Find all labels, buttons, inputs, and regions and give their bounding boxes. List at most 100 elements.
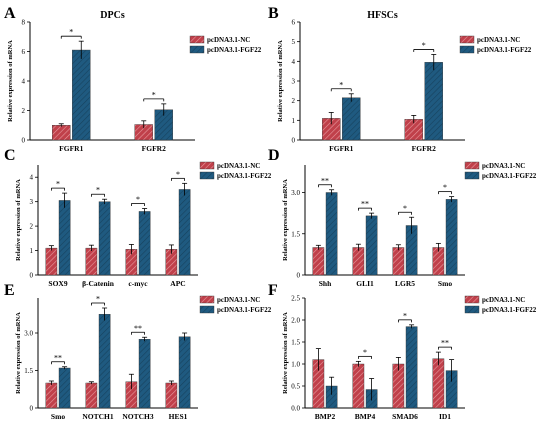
y-axis-label: Relative expression of mRNA	[277, 40, 284, 122]
y-tick-label: 1	[30, 247, 34, 255]
y-tick-label: 1.5	[291, 339, 300, 347]
x-tick-label: LGR5	[395, 279, 415, 288]
y-tick-label: 1.5	[291, 230, 300, 238]
legend-swatch-nc	[189, 35, 205, 44]
legend-label: pcDNA3.1-NC	[482, 162, 525, 170]
legend-label: pcDNA3.1-NC	[477, 36, 520, 44]
panel-letter: A	[4, 5, 16, 22]
y-tick-label: 3	[30, 198, 34, 206]
y-tick-label: 0	[30, 405, 34, 413]
bar-fgf22	[58, 200, 71, 276]
legend-swatch-nc	[464, 295, 480, 304]
y-axis-label: Relative expression of mRNA	[15, 312, 22, 394]
x-tick-label: BMP4	[355, 412, 376, 421]
y-tick-label: 0	[22, 137, 26, 145]
significance-marker: *	[443, 183, 447, 192]
legend-label: pcDNA3.1-FGF22	[482, 172, 537, 180]
significance-marker: *	[96, 186, 100, 195]
legend-label: pcDNA3.1-NC	[217, 162, 260, 170]
y-tick-label: 4	[30, 174, 34, 182]
bar-nc	[352, 363, 365, 409]
panel-b: B HFSCs 0 1 2 3 4 5 6 Relative expression of mRNA…	[268, 5, 532, 153]
y-axis-label: Relative expression of mRNA	[15, 179, 22, 261]
legend-swatch-nc	[464, 161, 480, 170]
panel-letter: F	[268, 282, 278, 299]
legend-swatch-fgf22	[189, 45, 205, 54]
significance-marker: **	[54, 353, 62, 362]
significance-marker: *	[403, 204, 407, 213]
bar-nc	[45, 247, 58, 276]
panel-c: C 0 1 2 3 4 Relative expression of mRNA SOX9 * β-…	[4, 147, 272, 288]
y-tick-label: 1.5	[24, 367, 33, 375]
x-tick-label: FGFR1	[59, 144, 83, 153]
x-tick-label: GLI1	[356, 279, 374, 288]
bar-fgf22	[325, 192, 338, 276]
legend-label: pcDNA3.1-FGF22	[477, 46, 532, 54]
x-tick-label: SOX9	[48, 279, 67, 288]
bar-nc	[85, 382, 98, 409]
bar-nc	[85, 247, 98, 276]
bar-nc	[392, 247, 405, 276]
y-tick-label: 4	[22, 78, 26, 86]
legend-swatch-fgf22	[199, 171, 215, 180]
y-tick-label: 0.0	[291, 405, 300, 413]
y-tick-label: 3	[292, 78, 296, 86]
x-tick-label: NOTCH1	[82, 412, 114, 421]
legend-swatch-nc	[199, 161, 215, 170]
bar-nc	[52, 125, 71, 141]
significance-marker: **	[441, 339, 449, 348]
legend-label: pcDNA3.1-FGF22	[482, 306, 537, 314]
x-tick-label: APC	[170, 279, 185, 288]
significance-marker: *	[96, 295, 100, 304]
bar-nc	[352, 247, 365, 276]
y-tick-label: 6	[22, 48, 26, 56]
legend-swatch-nc	[459, 35, 475, 44]
x-tick-label: FGFR1	[329, 144, 353, 153]
significance-marker: **	[321, 176, 329, 185]
bar-fgf22	[424, 62, 443, 141]
legend-label: pcDNA3.1-FGF22	[217, 172, 272, 180]
x-tick-label: Smo	[51, 412, 65, 421]
legend-label: pcDNA3.1-FGF22	[207, 46, 262, 54]
y-axis-label: Relative expression of mRNA	[282, 179, 289, 261]
bar-fgf22	[72, 49, 91, 141]
y-tick-label: 0	[297, 272, 301, 280]
legend-swatch-fgf22	[459, 45, 475, 54]
legend-swatch-fgf22	[199, 305, 215, 314]
significance-marker: *	[56, 180, 60, 189]
y-tick-label: 0	[30, 272, 34, 280]
bar-fgf22	[178, 336, 191, 409]
y-tick-label: 3.0	[24, 330, 33, 338]
legend-label: pcDNA3.1-FGF22	[217, 306, 272, 314]
significance-marker: *	[403, 311, 407, 320]
significance-marker: *	[152, 90, 156, 99]
x-tick-label: FGFR2	[142, 144, 166, 153]
y-tick-label: 6	[292, 19, 296, 27]
bar-fgf22	[98, 201, 111, 276]
bar-fgf22	[138, 211, 151, 276]
significance-marker: *	[363, 348, 367, 357]
panel-letter: B	[268, 5, 279, 22]
bar-nc	[165, 382, 178, 409]
legend-swatch-nc	[199, 295, 215, 304]
x-tick-label: HES1	[169, 412, 188, 421]
panel-a: A DPCs 0 2 4 6 8 Relative expression of mRNA FGF…	[4, 5, 262, 153]
y-tick-label: 2.5	[291, 295, 300, 303]
y-tick-label: 8	[22, 19, 26, 27]
y-tick-label: 1	[292, 117, 296, 125]
bar-fgf22	[178, 189, 191, 276]
bar-fgf22	[98, 314, 111, 409]
significance-marker: *	[339, 80, 343, 89]
legend-label: pcDNA3.1-NC	[482, 296, 525, 304]
significance-marker: *	[176, 170, 180, 179]
significance-marker: *	[422, 41, 426, 50]
bar-fgf22	[342, 97, 361, 141]
bar-fgf22	[58, 367, 71, 409]
bar-nc	[312, 247, 325, 276]
panel-title: DPCs	[100, 10, 125, 21]
panel-letter: D	[268, 147, 280, 164]
y-axis-label: Relative expression of mRNA	[282, 312, 289, 394]
significance-marker: **	[361, 200, 369, 209]
legend-label: pcDNA3.1-NC	[207, 36, 250, 44]
